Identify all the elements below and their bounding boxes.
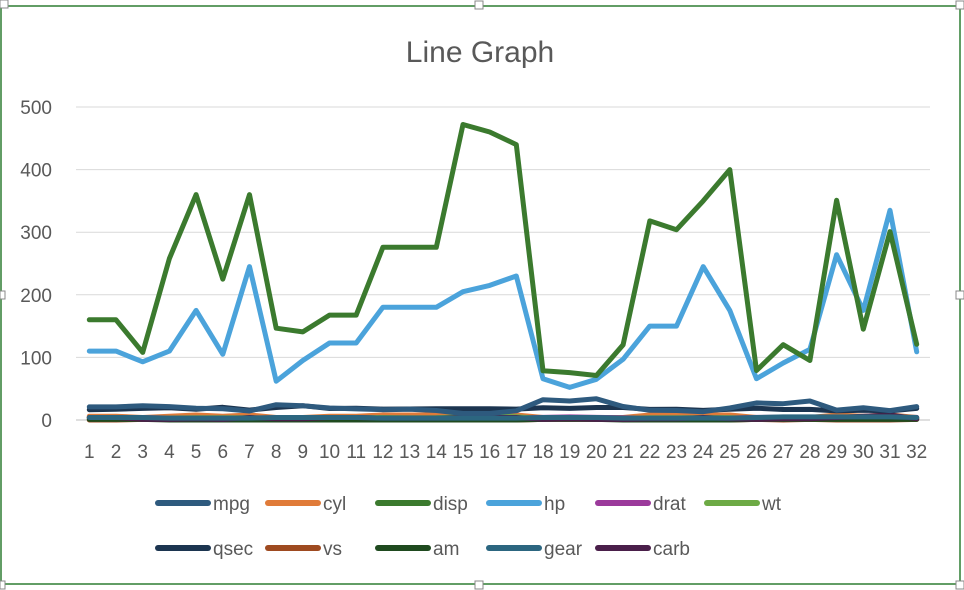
legend-label: gear [544, 539, 583, 560]
legend-item-am[interactable]: am [375, 539, 459, 560]
x-tick-label: 14 [426, 442, 448, 463]
x-tick-label: 16 [479, 442, 500, 463]
x-tick-label: 17 [506, 442, 527, 463]
x-tick-label: 23 [666, 442, 687, 463]
legend-label: qsec [213, 539, 253, 560]
series-line-hp[interactable] [86, 207, 920, 390]
series-line-gear[interactable] [86, 414, 920, 421]
legend-item-drat[interactable]: drat [595, 494, 686, 515]
selection-handle-bottom-right[interactable] [955, 580, 964, 590]
series-line-disp[interactable] [86, 122, 920, 378]
x-tick-label: 28 [799, 442, 820, 463]
x-tick-label: 32 [906, 442, 927, 463]
x-tick-label: 21 [613, 442, 634, 463]
x-tick-label: 1 [84, 442, 95, 463]
x-tick-label: 18 [532, 442, 553, 463]
x-tick-label: 31 [879, 442, 900, 463]
x-tick-label: 27 [773, 442, 794, 463]
legend-item-wt[interactable]: wt [704, 494, 782, 515]
x-tick-label: 8 [271, 442, 282, 463]
selection-handle-mid-left[interactable] [0, 290, 6, 300]
legend-label: cyl [323, 494, 346, 515]
x-tick-label: 6 [217, 442, 228, 463]
legend-label: mpg [213, 494, 250, 515]
x-tick-label: 22 [639, 442, 660, 463]
x-tick-label: 15 [452, 442, 473, 463]
legend-label: hp [544, 494, 565, 515]
x-tick-label: 9 [298, 442, 309, 463]
legend-item-mpg[interactable]: mpg [155, 494, 250, 515]
legend-label: vs [323, 539, 342, 560]
x-tick-label: 29 [826, 442, 847, 463]
x-tick-label: 25 [719, 442, 740, 463]
selection-handle-bottom-left[interactable] [0, 580, 6, 590]
x-axis: 1 2 3 4 5 6 7 8 9 10 11 12 13 14 15 16 17 18 19 20 21 22 23 24 2… [84, 442, 927, 463]
x-tick-label: 19 [559, 442, 580, 463]
x-tick-label: 4 [164, 442, 175, 463]
x-tick-label: 20 [586, 442, 607, 463]
legend-item-carb[interactable]: carb [595, 539, 690, 560]
series-lines [86, 122, 920, 423]
x-tick-label: 11 [346, 442, 366, 463]
x-tick-label: 26 [746, 442, 767, 463]
y-tick-label: 100 [20, 348, 52, 369]
x-tick-label: 2 [111, 442, 122, 463]
legend-label: carb [653, 539, 690, 560]
legend-label: wt [761, 494, 782, 515]
legend-label: am [433, 539, 459, 560]
x-tick-label: 13 [399, 442, 420, 463]
selection-handle-top-mid[interactable] [474, 0, 484, 10]
x-tick-label: 10 [319, 442, 340, 463]
x-tick-label: 24 [693, 442, 715, 463]
y-tick-label: 200 [20, 286, 52, 307]
legend-item-cyl[interactable]: cyl [265, 494, 346, 515]
selection-handle-bottom-mid[interactable] [474, 580, 484, 590]
y-tick-label: 500 [20, 98, 52, 119]
legend-item-disp[interactable]: disp [375, 494, 468, 515]
selection-handle-top-left[interactable] [0, 0, 9, 9]
legend: mpg cyl disp hp drat wt qsec vs am gear carb [155, 494, 782, 560]
legend-item-gear[interactable]: gear [486, 539, 583, 560]
legend-label: drat [653, 494, 686, 515]
series-line-mpg[interactable] [86, 396, 920, 416]
y-tick-label: 400 [20, 161, 52, 182]
x-tick-label: 12 [372, 442, 393, 463]
y-tick-label: 0 [41, 411, 52, 432]
x-tick-label: 30 [853, 442, 874, 463]
legend-item-vs[interactable]: vs [265, 539, 342, 560]
legend-item-qsec[interactable]: qsec [155, 539, 253, 560]
y-axis: 0 100 200 300 400 500 [20, 98, 52, 432]
x-tick-label: 7 [244, 442, 255, 463]
legend-label: disp [433, 494, 468, 515]
selection-handle-top-right[interactable] [955, 0, 964, 10]
x-tick-label: 3 [137, 442, 148, 463]
legend-item-hp[interactable]: hp [486, 494, 565, 515]
x-tick-label: 5 [191, 442, 202, 463]
selection-handle-mid-right[interactable] [955, 290, 964, 300]
chart-title: Line Graph [406, 36, 554, 69]
y-tick-label: 300 [20, 223, 52, 244]
